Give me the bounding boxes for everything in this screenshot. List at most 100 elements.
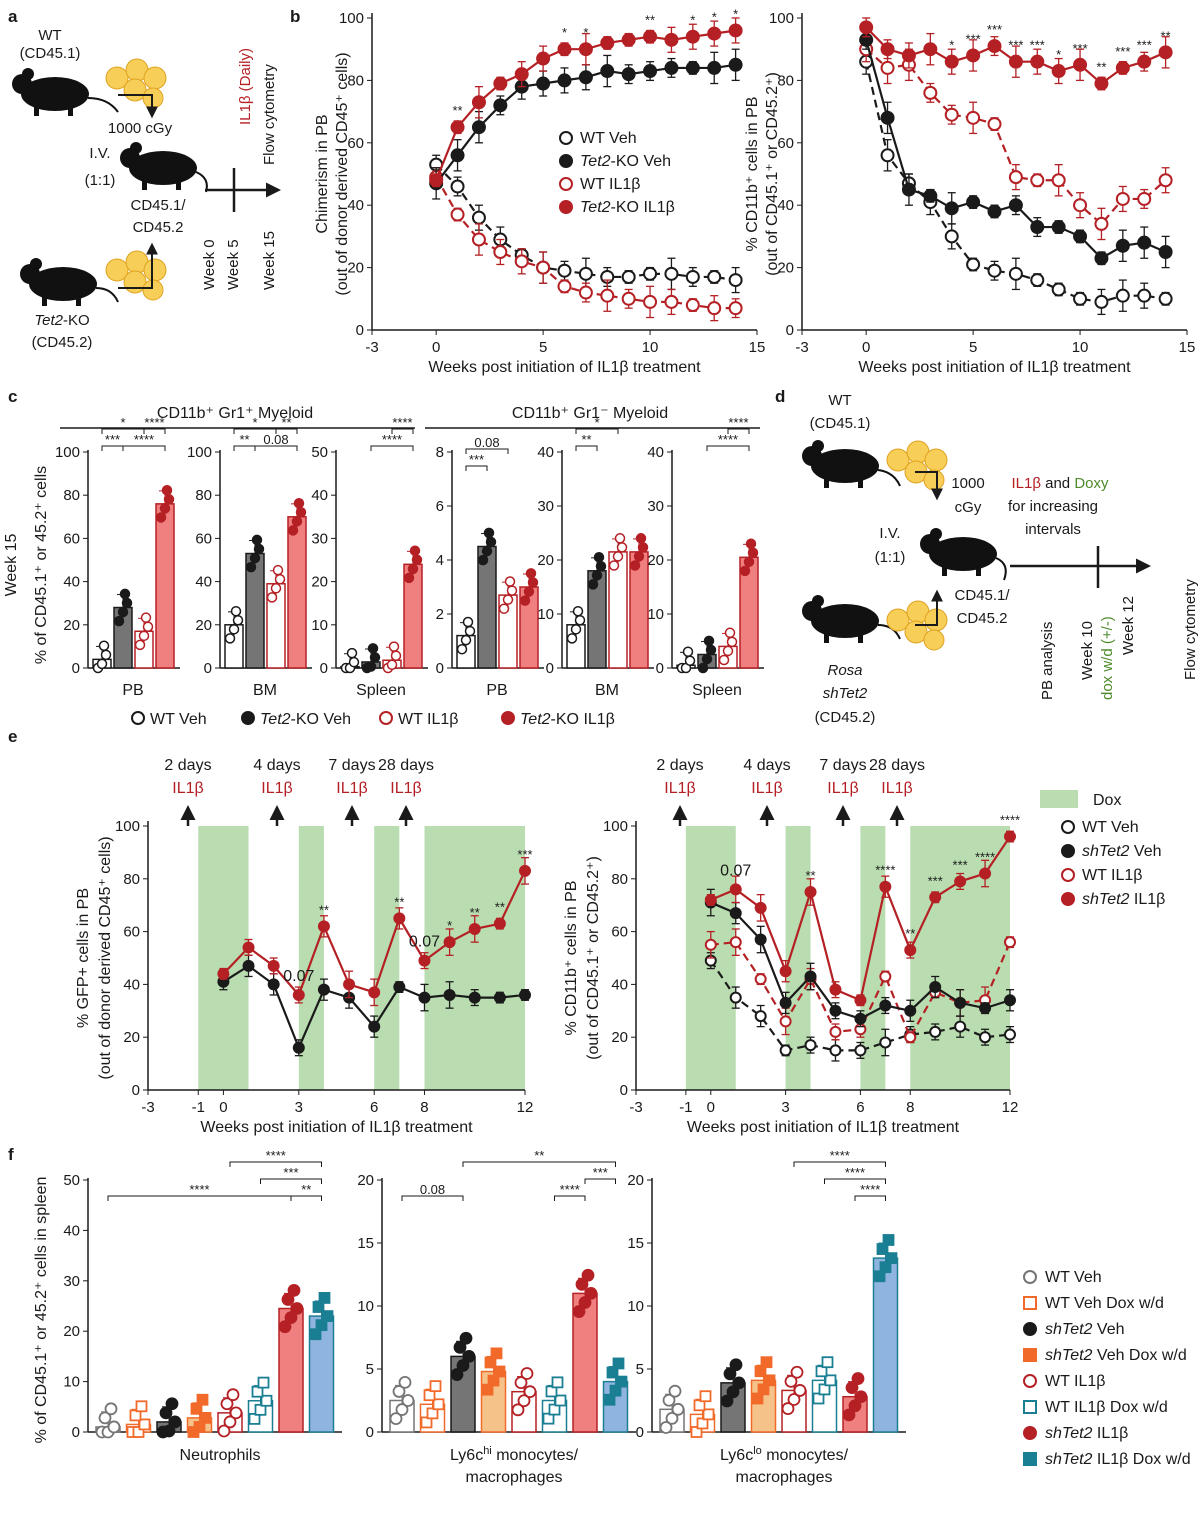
data-point <box>745 538 757 549</box>
sig-label: ** <box>281 415 291 430</box>
data-point <box>904 1004 917 1017</box>
data-point <box>621 291 636 306</box>
legend-marker <box>1061 892 1075 906</box>
x-tick-label: 5 <box>539 339 547 356</box>
arrow-il1b-label: IL1β <box>390 780 421 797</box>
legend-dox-label: Dox <box>1093 792 1121 809</box>
sig-bracket <box>706 445 750 451</box>
data-point <box>854 1012 867 1025</box>
y-tick-label: 10 <box>537 606 554 623</box>
data-point <box>1137 288 1152 303</box>
data-point <box>684 655 696 667</box>
data-point <box>879 1261 892 1274</box>
data-point <box>904 1031 917 1044</box>
legend-label: Tet2-KO IL1β <box>580 199 675 216</box>
data-point <box>621 67 636 82</box>
data-point <box>696 1417 709 1430</box>
data-point <box>757 1383 770 1396</box>
data-point <box>842 1408 856 1422</box>
legend-marker <box>559 131 573 145</box>
data-point <box>418 991 431 1004</box>
tissue-label: PB <box>486 682 507 699</box>
data-point <box>954 1020 967 1033</box>
data-point <box>292 1041 305 1054</box>
x-tick-label: 3 <box>295 1099 303 1116</box>
data-point <box>292 988 305 1001</box>
data-point <box>162 1424 176 1438</box>
x-axis-label: Weeks post initiation of IL1β treatment <box>858 359 1131 376</box>
data-point <box>548 1403 561 1416</box>
y-tick-label: 60 <box>123 924 140 941</box>
data-point <box>220 1397 234 1411</box>
data-point <box>979 867 992 880</box>
data-point <box>882 1234 895 1246</box>
data-point <box>536 260 551 275</box>
data-point <box>1008 266 1023 281</box>
data-point <box>1030 273 1045 288</box>
significance-star: *** <box>1030 38 1045 53</box>
scheme-a-ko-cd: (CD45.2) <box>32 334 93 351</box>
data-point <box>287 525 299 536</box>
p-value-label: 0.07 <box>283 968 314 985</box>
significance-star: ** <box>805 868 815 883</box>
data-point <box>615 1375 628 1388</box>
y-tick-label: 0 <box>356 322 364 339</box>
scheme-a-cd452: CD45.2 <box>133 219 184 236</box>
data-point <box>1137 191 1152 206</box>
data-point <box>879 880 892 893</box>
data-point <box>485 536 497 548</box>
data-point <box>643 29 658 44</box>
data-point <box>140 612 152 623</box>
sig-bracket <box>229 1161 322 1167</box>
sig-bracket <box>462 1161 616 1167</box>
data-point <box>787 1393 801 1406</box>
series-line <box>865 48 1167 226</box>
sig-label: **** <box>266 1148 286 1163</box>
data-point <box>165 1397 179 1411</box>
data-point <box>818 1383 831 1396</box>
significance-star: ** <box>495 900 505 915</box>
sig-label: **** <box>718 432 738 447</box>
data-point <box>1004 1028 1016 1041</box>
y-tick-label: 40 <box>195 574 212 591</box>
mouse-icon-d-shtet2 <box>802 595 901 643</box>
sig-label: ** <box>301 1182 311 1197</box>
sig-label: **** <box>134 432 154 447</box>
legend-marker <box>1061 820 1075 834</box>
sig-label: * <box>120 415 125 430</box>
data-point <box>587 579 599 590</box>
data-point <box>595 561 607 572</box>
cell-cluster-icon-d-wt <box>886 440 948 491</box>
cell-cluster-icon-d-shtet2 <box>886 600 948 651</box>
tissue-label: Spleen <box>692 682 742 699</box>
x-tick-label: 0 <box>707 1099 715 1116</box>
scheme-d: WT (CD45.1) 1000 cGy IL1β and Doxy for i… <box>802 392 1199 726</box>
data-point <box>253 543 265 555</box>
x-axis-label: Weeks post initiation of IL1β treatment <box>687 1119 960 1136</box>
data-point <box>621 269 636 284</box>
scheme-d-cd452: CD45.2 <box>957 610 1008 627</box>
data-point <box>159 503 171 514</box>
data-point <box>281 1293 295 1306</box>
y-axis-label-2: (out of donor derived CD45⁺ cells) <box>97 836 114 1079</box>
x-tick-label: 8 <box>420 1099 428 1116</box>
arrow-days-label: 7 days <box>328 757 375 774</box>
mouse-icon-d-recipient <box>920 528 1007 581</box>
data-point <box>979 1031 992 1044</box>
data-point <box>1051 173 1066 188</box>
sig-bracket <box>584 1178 616 1184</box>
y-tick-label: 20 <box>777 260 794 277</box>
data-point <box>409 545 421 556</box>
data-point <box>635 533 647 544</box>
cell-type-label-2: macrophages <box>466 1469 563 1486</box>
data-point <box>260 1394 273 1407</box>
data-point <box>96 658 108 670</box>
x-tick-label: 5 <box>969 339 977 356</box>
scheme-d-week10: Week 10 <box>1079 621 1096 680</box>
data-point <box>251 534 263 546</box>
y-tick-label: 10 <box>357 1298 374 1315</box>
data-point <box>702 1408 715 1421</box>
